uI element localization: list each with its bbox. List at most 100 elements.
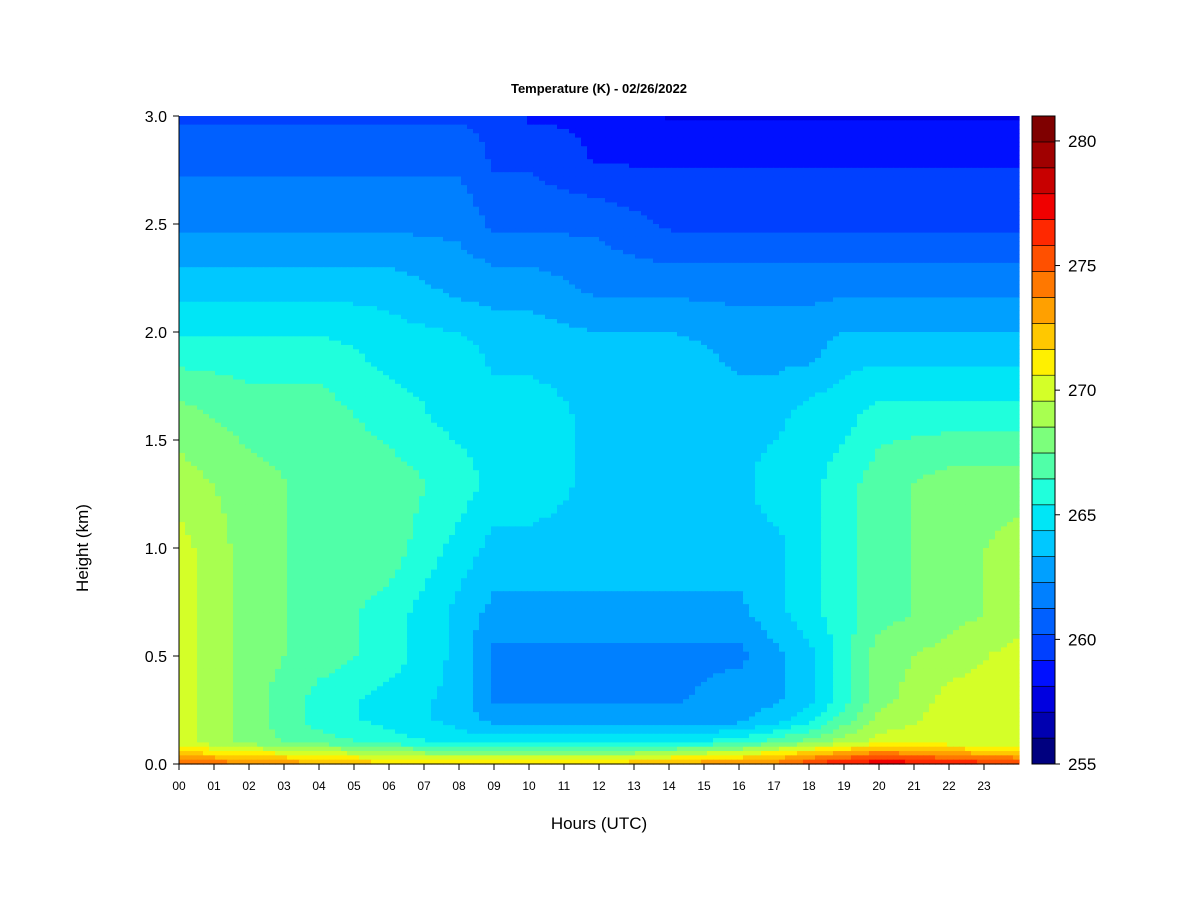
heatmap-cell	[479, 228, 486, 233]
heatmap-cell	[485, 185, 492, 190]
heatmap-cell	[683, 172, 690, 177]
heatmap-cell	[557, 241, 564, 246]
heatmap-cell	[833, 185, 840, 190]
heatmap-cell	[815, 168, 822, 173]
heatmap-cell	[887, 129, 894, 134]
heatmap-cell	[425, 185, 432, 190]
heatmap-cell	[281, 138, 288, 143]
heatmap-cell	[299, 263, 306, 268]
heatmap-cell	[527, 181, 534, 186]
heatmap-cell	[311, 120, 318, 125]
heatmap-cell	[377, 120, 384, 125]
heatmap-cell	[563, 228, 570, 233]
heatmap-cell	[605, 246, 612, 251]
heatmap-cell	[281, 254, 288, 259]
heatmap-cell	[263, 246, 270, 251]
heatmap-cell	[743, 120, 750, 125]
heatmap-cell	[851, 181, 858, 186]
heatmap-cell	[365, 237, 372, 242]
heatmap-cell	[341, 202, 348, 207]
heatmap-cell	[785, 241, 792, 246]
heatmap-cell	[785, 185, 792, 190]
heatmap-cell	[413, 228, 420, 233]
heatmap-cell	[743, 181, 750, 186]
heatmap-cell	[701, 142, 708, 147]
heatmap-cell	[683, 185, 690, 190]
heatmap-cell	[293, 120, 300, 125]
heatmap-cell	[491, 176, 498, 181]
heatmap-cell	[479, 151, 486, 156]
heatmap-cell	[593, 263, 600, 268]
heatmap-cell	[395, 263, 402, 268]
heatmap-cell	[899, 224, 906, 229]
heatmap-cell	[875, 146, 882, 151]
heatmap-cell	[299, 211, 306, 216]
heatmap-cell	[263, 259, 270, 264]
heatmap-cell	[557, 211, 564, 216]
heatmap-cell	[407, 185, 414, 190]
heatmap-cell	[323, 241, 330, 246]
heatmap-cell	[683, 129, 690, 134]
heatmap-cell	[305, 129, 312, 134]
heatmap-cell	[425, 168, 432, 173]
heatmap-cell	[809, 155, 816, 160]
heatmap-cell	[983, 233, 990, 238]
heatmap-cell	[623, 254, 630, 259]
heatmap-cell	[653, 241, 660, 246]
heatmap-cell	[917, 228, 924, 233]
heatmap-cell	[923, 228, 930, 233]
heatmap-cell	[395, 211, 402, 216]
heatmap-cell	[749, 172, 756, 177]
heatmap-cell	[617, 155, 624, 160]
heatmap-cell	[677, 228, 684, 233]
heatmap-cell	[341, 133, 348, 138]
heatmap-cell	[461, 155, 468, 160]
heatmap-cell	[515, 172, 522, 177]
heatmap-cell	[347, 267, 354, 272]
heatmap-cell	[713, 220, 720, 225]
heatmap-cell	[407, 259, 414, 264]
heatmap-cell	[677, 133, 684, 138]
heatmap-cell	[323, 263, 330, 268]
heatmap-cell	[983, 198, 990, 203]
heatmap-cell	[383, 215, 390, 220]
heatmap-cell	[617, 116, 624, 121]
heatmap-cell	[935, 129, 942, 134]
heatmap-cell	[815, 263, 822, 268]
heatmap-cell	[737, 185, 744, 190]
heatmap-cell	[179, 116, 186, 121]
heatmap-cell	[857, 185, 864, 190]
heatmap-cell	[557, 228, 564, 233]
heatmap-cell	[827, 125, 834, 130]
heatmap-cell	[275, 189, 282, 194]
heatmap-cell	[287, 224, 294, 229]
heatmap-cell	[875, 155, 882, 160]
heatmap-cell	[869, 151, 876, 156]
heatmap-cell	[401, 198, 408, 203]
heatmap-cell	[521, 125, 528, 130]
heatmap-cell	[419, 241, 426, 246]
heatmap-cell	[719, 155, 726, 160]
heatmap-cell	[623, 263, 630, 268]
heatmap-cell	[743, 228, 750, 233]
heatmap-cell	[287, 181, 294, 186]
heatmap-cell	[911, 207, 918, 212]
heatmap-cell	[929, 138, 936, 143]
heatmap-cell	[425, 176, 432, 181]
heatmap-cell	[833, 120, 840, 125]
heatmap-cell	[413, 254, 420, 259]
heatmap-cell	[323, 267, 330, 272]
heatmap-cell	[323, 155, 330, 160]
heatmap-cell	[287, 125, 294, 130]
heatmap-cell	[251, 168, 258, 173]
heatmap-cell	[611, 181, 618, 186]
heatmap-cell	[725, 172, 732, 177]
heatmap-cell	[527, 142, 534, 147]
heatmap-cell	[719, 129, 726, 134]
heatmap-cell	[539, 146, 546, 151]
heatmap-cell	[227, 129, 234, 134]
heatmap-cell	[989, 237, 996, 242]
heatmap-cell	[965, 250, 972, 255]
heatmap-cell	[737, 164, 744, 169]
heatmap-cell	[905, 194, 912, 199]
